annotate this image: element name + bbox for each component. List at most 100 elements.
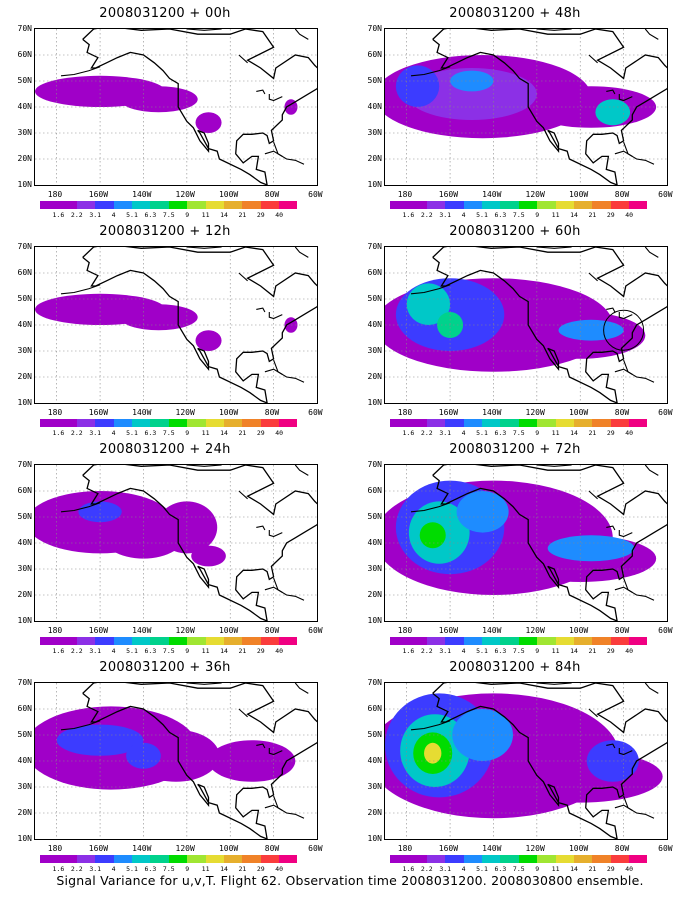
color-bar (390, 637, 648, 645)
latitude-label: 30N (367, 564, 382, 573)
color-bar-label: 3.1 (89, 211, 102, 219)
target-circle (603, 309, 645, 351)
color-bar-label: 1.6 (52, 429, 65, 437)
color-bar-cell (481, 855, 501, 863)
color-bar-label: 21 (238, 647, 247, 655)
color-bar-labels: 1.6 2.2 3.1 4 5.1 6.3 7.5 9 11 14 21 29 40 (390, 211, 666, 221)
longitude-label: 60W (308, 626, 323, 635)
coastline (623, 795, 655, 819)
coastline (268, 312, 283, 320)
color-bar-cell (187, 201, 206, 209)
color-bar-label: 7.5 (512, 647, 525, 655)
longitude-label: 60W (308, 844, 323, 853)
latitude-label: 40N (367, 320, 382, 329)
color-bar-label: 29 (606, 429, 615, 437)
coastline (606, 307, 616, 313)
longitude-label: 180 (397, 626, 413, 635)
map-area (384, 28, 668, 186)
color-bar-label: 29 (606, 865, 615, 873)
color-bar-cell (408, 201, 427, 209)
color-bar-label: 9 (535, 865, 540, 873)
coastline (264, 368, 283, 375)
longitude-label: 80W (614, 844, 630, 853)
coastline (536, 247, 572, 249)
color-bar-label: 2.2 (70, 865, 83, 873)
coastline (588, 54, 598, 64)
color-bar-labels: 1.6 2.2 3.1 4 5.1 6.3 7.5 9 11 14 21 29 40 (390, 865, 666, 875)
color-bar-label: 29 (606, 211, 615, 219)
color-bar-cell (592, 855, 611, 863)
longitude-label: 60W (658, 844, 673, 853)
color-bar-label: 7.5 (162, 647, 175, 655)
color-bar-labels: 1.6 2.2 3.1 4 5.1 6.3 7.5 9 11 14 21 29 40 (40, 211, 316, 221)
color-bar-label: 2.2 (420, 647, 433, 655)
color-bar (40, 201, 298, 209)
color-bar-label: 5.1 (476, 647, 488, 655)
color-bar-cell (223, 637, 243, 645)
coastline (60, 284, 101, 295)
coastline (623, 359, 655, 383)
color-bar-label: 2.2 (420, 429, 433, 437)
coastline (238, 272, 248, 282)
color-bar (390, 419, 648, 427)
color-bar-label: 14 (220, 211, 228, 219)
latitude-label: 20N (367, 372, 382, 381)
color-bar-label: 6.3 (494, 429, 507, 437)
color-bar-label: 4 (111, 865, 116, 873)
color-bar-cell (40, 855, 59, 863)
latitude-label: 20N (367, 590, 382, 599)
color-bar-cell (629, 855, 648, 863)
color-bar-cell (150, 419, 169, 427)
color-bar-cell (40, 419, 59, 427)
color-bar-cell (500, 419, 519, 427)
color-bar-label: 7.5 (162, 429, 175, 437)
coastline (268, 94, 283, 102)
signal-contour (406, 283, 451, 325)
color-bar-label: 11 (551, 211, 560, 219)
color-bar-label: 9 (185, 865, 190, 873)
color-bar-cell (445, 419, 464, 427)
color-bar-cell (610, 637, 630, 645)
latitude-label: 20N (367, 154, 382, 163)
signal-contour (195, 112, 222, 133)
color-bar-cell (168, 637, 188, 645)
latitude-label: 40N (367, 538, 382, 547)
color-bar (40, 855, 298, 863)
longitude-label: 80W (264, 844, 280, 853)
longitude-label: 180 (47, 190, 63, 199)
coastline (256, 525, 266, 531)
latitude-label: 10N (367, 834, 382, 843)
map-svg (35, 247, 317, 403)
color-bar-cell (260, 201, 280, 209)
color-bar-label: 3.1 (439, 865, 452, 873)
signal-contour (119, 86, 198, 113)
color-bar-cell (445, 637, 464, 645)
coastline (614, 804, 633, 811)
color-bar-label: 14 (220, 429, 228, 437)
longitude-label: 100W (568, 626, 589, 635)
longitude-label: 180 (397, 844, 413, 853)
color-bar-cell (58, 201, 77, 209)
coastline (614, 150, 633, 157)
color-bar-label: 21 (588, 211, 597, 219)
color-bar-label: 11 (201, 211, 210, 219)
color-bar-cell (205, 855, 224, 863)
coastline (410, 502, 451, 513)
color-bar-cell (555, 855, 574, 863)
latitude-label: 70N (367, 678, 382, 687)
coastline (186, 29, 222, 31)
longitude-label: 80W (264, 408, 280, 417)
color-bar-cell (58, 637, 77, 645)
latitude-label: 10N (17, 616, 32, 625)
coastline (238, 54, 248, 64)
latitude-label: 10N (367, 180, 382, 189)
latitude-label: 30N (17, 782, 32, 791)
coastline (268, 748, 283, 756)
color-bar-cell (390, 419, 409, 427)
color-bar-label: 40 (275, 211, 284, 219)
color-bar (390, 201, 648, 209)
latitude-label: 50N (367, 512, 382, 521)
coastline (273, 359, 305, 383)
color-bar-cell (131, 637, 151, 645)
latitude-label: 60N (367, 50, 382, 59)
